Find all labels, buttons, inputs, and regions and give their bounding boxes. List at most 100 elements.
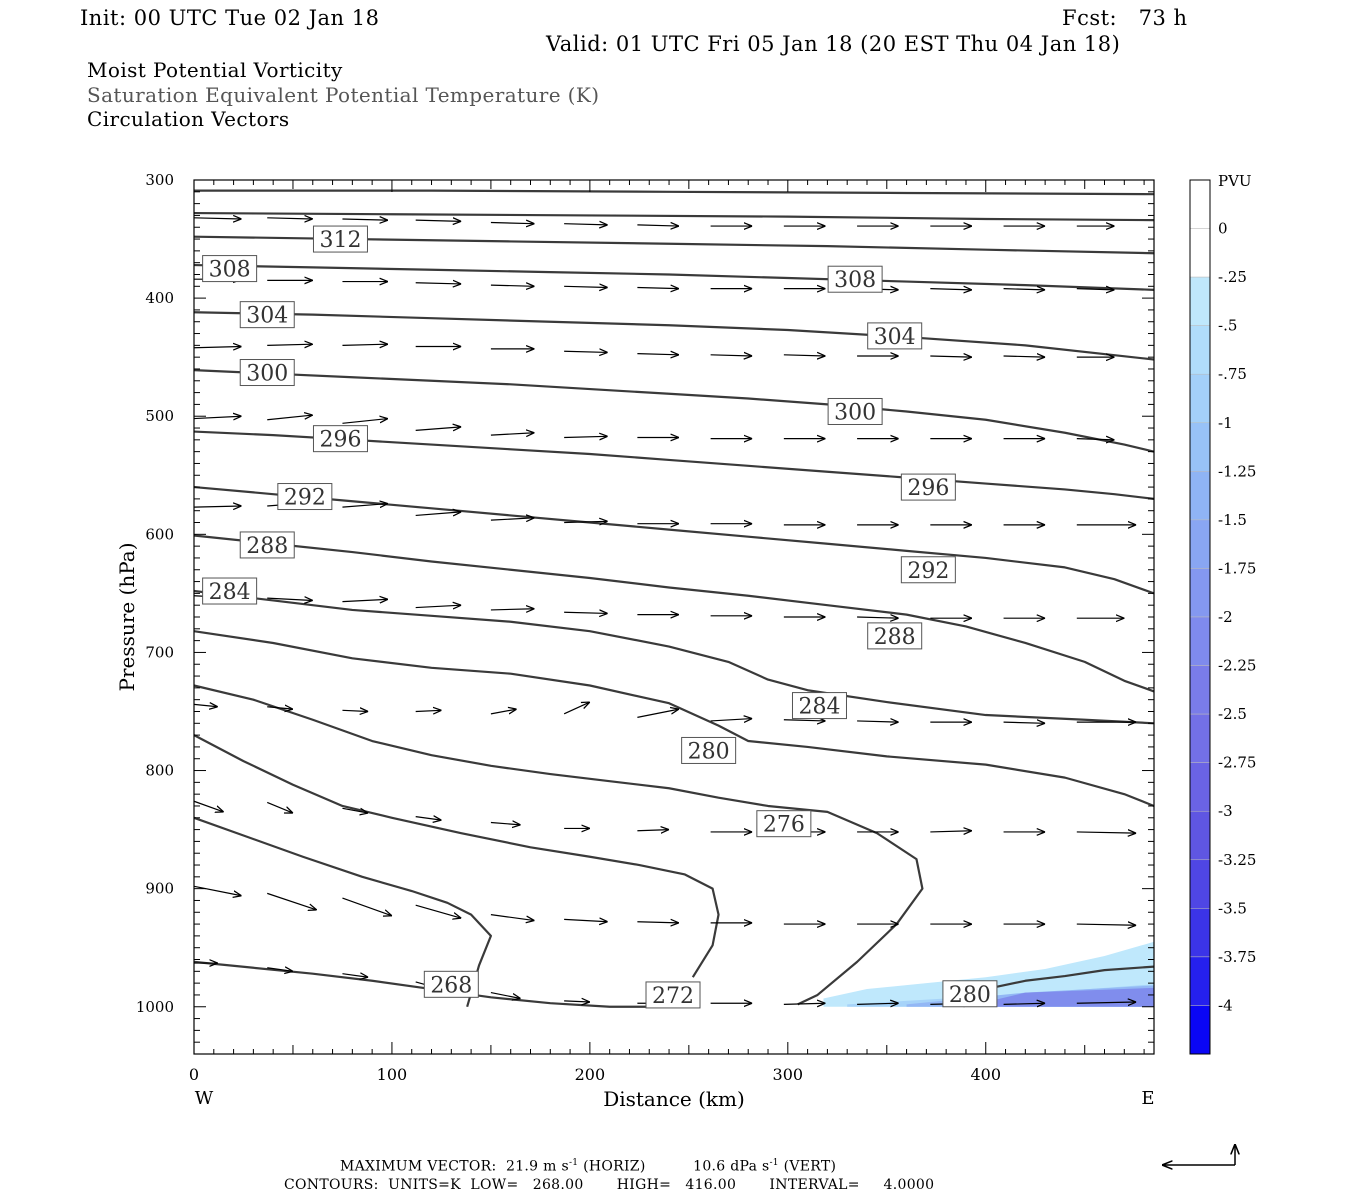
x-axis-east-label: E — [1141, 1088, 1154, 1109]
max-vector-label: MAXIMUM VECTOR: — [340, 1158, 497, 1175]
circulation-vector — [342, 808, 368, 813]
circulation-vector — [564, 612, 608, 613]
max-vector-line: MAXIMUM VECTOR: 21.9 m s-1 (HORIZ) 10.6 … — [340, 1158, 837, 1175]
circulation-vector — [267, 344, 313, 345]
circulation-vector — [267, 598, 313, 600]
circulation-vector — [783, 355, 826, 356]
colorbar-tick-label: -.25 — [1218, 268, 1247, 286]
contour-label-text: 300 — [246, 362, 288, 387]
contour-label: 308 — [827, 265, 883, 293]
colorbar-tick-label: -1.25 — [1218, 462, 1256, 480]
x-tick-label: 100 — [377, 1065, 408, 1084]
contour-label-text: 308 — [834, 268, 876, 293]
contour-label-text: 288 — [246, 534, 288, 559]
theta-es-contour-304 — [193, 369, 1155, 453]
colorbar-tick-label: -3.5 — [1218, 899, 1247, 917]
circulation-vector — [564, 436, 608, 437]
contour-label-text: 292 — [284, 486, 326, 511]
circulation-vector — [193, 416, 242, 418]
circulation-vector — [930, 356, 972, 357]
circulation-vector — [1076, 289, 1115, 290]
colorbar: 0 -.25 -.5 -.75 -1 -1.25 -1.5 -1.75 -2 -2.25 -2.5 -… — [1189, 179, 1256, 1055]
y-tick-label: 300 — [145, 171, 174, 189]
x-tick-label: 400 — [970, 1065, 1001, 1084]
colorbar-tick-label: -.5 — [1218, 317, 1237, 335]
circulation-vector — [857, 1003, 899, 1004]
colorbar-swatch — [1189, 519, 1211, 569]
contour-label: 284 — [791, 692, 847, 720]
circulation-vector — [1003, 289, 1046, 290]
circulation-vector — [1076, 924, 1136, 925]
colorbar-swatch — [1189, 713, 1211, 763]
contour-label: 308 — [202, 255, 258, 283]
colorbar-tick-label: -.75 — [1218, 365, 1247, 383]
circulation-vector — [637, 354, 679, 355]
contour-label: 312 — [312, 225, 368, 253]
circulation-vector — [267, 707, 293, 709]
x-axis-west-label: W — [195, 1088, 214, 1109]
theta-es-contour-320 — [193, 211, 1155, 222]
colorbar-tick-label: -2.75 — [1218, 754, 1256, 772]
colorbar-swatch — [1189, 471, 1211, 521]
contour-label: 280 — [942, 980, 998, 1008]
circulation-vector — [342, 897, 391, 916]
circulation-vector — [342, 219, 388, 220]
colorbar-tick-label: -2.25 — [1218, 657, 1256, 675]
contour-label: 276 — [756, 810, 812, 838]
theta-es-contour-292 — [193, 534, 1155, 693]
contour-label: 292 — [900, 556, 956, 584]
circulation-vector — [193, 800, 224, 812]
circulation-vector — [637, 922, 679, 923]
init-time: Init: 00 UTC Tue 02 Jan 18 — [80, 6, 380, 30]
circulation-vector — [564, 521, 608, 522]
contour-label-text: 272 — [652, 984, 694, 1009]
circulation-vector — [490, 609, 535, 610]
contour-label: 288 — [867, 622, 923, 650]
colorbar-frame — [1189, 179, 1211, 1055]
contour-label-text: 288 — [874, 625, 916, 650]
circulation-vector — [1003, 356, 1046, 357]
contour-label: 296 — [312, 425, 368, 453]
circulation-vector — [783, 1003, 826, 1004]
circulation-vector — [857, 721, 899, 722]
circulation-vector — [342, 710, 368, 711]
colorbar-tick-label: -2.5 — [1218, 705, 1247, 723]
colorbar-tick-label: 0 — [1218, 220, 1228, 238]
x-tick-label: 300 — [773, 1065, 804, 1084]
theta-es-contour-272 — [193, 816, 493, 1008]
circulation-vector — [490, 223, 535, 224]
circulation-vector — [563, 702, 590, 715]
colorbar-swatch — [1189, 422, 1211, 472]
circulation-vector — [490, 991, 521, 999]
circulation-vector — [415, 220, 462, 221]
circulation-vector — [1076, 439, 1115, 440]
contour-label: 272 — [645, 981, 701, 1009]
contour-label: 304 — [239, 301, 295, 329]
circulation-vector — [490, 518, 535, 520]
theta-es-contour-308 — [193, 311, 1155, 361]
theta-es-contour-276 — [193, 734, 720, 978]
colorbar-tick-label: -3 — [1218, 802, 1233, 820]
theta-es-contour-296 — [193, 485, 1155, 595]
contour-label-text: 300 — [834, 400, 876, 425]
circulation-vector — [267, 801, 293, 813]
field-title-mpv: Moist Potential Vorticity — [87, 58, 343, 82]
circulation-vector — [1076, 832, 1136, 833]
contour-label-text: 304 — [874, 325, 916, 350]
circulation-vector — [193, 506, 242, 507]
circulation-vector — [637, 225, 679, 226]
circulation-vector — [342, 344, 388, 345]
circulation-vector — [490, 823, 521, 825]
contour-label-text: 296 — [319, 428, 361, 453]
y-tick-label: 1000 — [136, 998, 174, 1016]
circulation-vector — [710, 719, 753, 721]
contour-label-text: 296 — [907, 476, 949, 501]
circulation-vector — [637, 709, 679, 718]
colorbar-swatch — [1189, 859, 1211, 909]
circulation-vector — [564, 351, 608, 352]
colorbar-swatch — [1189, 373, 1211, 424]
contour-label-text: 280 — [949, 983, 991, 1008]
contour-label: 268 — [423, 970, 479, 998]
colorbar-swatch — [1189, 1005, 1211, 1055]
contour-label: 300 — [827, 397, 883, 425]
